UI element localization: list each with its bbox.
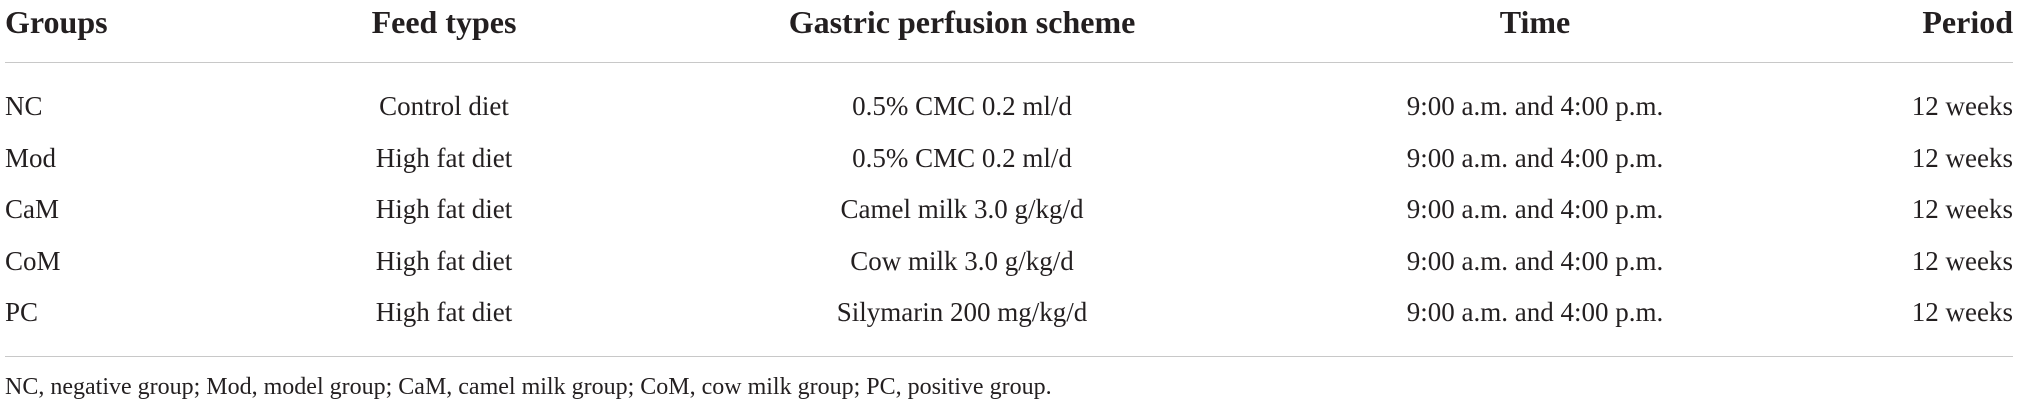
cell-group: NC	[5, 91, 43, 121]
cell-group: PC	[5, 297, 39, 327]
table-row: CaM High fat diet Camel milk 3.0 g/kg/d …	[0, 191, 2019, 243]
cell-period: 12 weeks	[1911, 297, 2013, 327]
cell-feed-type: High fat diet	[375, 142, 513, 173]
cell-period: 12 weeks	[1911, 194, 2013, 224]
cell-time: 9:00 a.m. and 4:00 p.m.	[1406, 142, 1664, 173]
cell-scheme: 0.5% CMC 0.2 ml/d	[852, 142, 1072, 173]
cell-feed-type: Control diet	[379, 91, 509, 121]
cell-scheme: Silymarin 200 mg/kg/d	[836, 297, 1088, 327]
table-row: Mod High fat diet 0.5% CMC 0.2 ml/d 9:00…	[0, 140, 2019, 192]
cell-time: 9:00 a.m. and 4:00 p.m.	[1406, 297, 1664, 327]
table-row: NC Control diet 0.5% CMC 0.2 ml/d 9:00 a…	[0, 88, 2019, 140]
header-gastric-perfusion-scheme: Gastric perfusion scheme	[788, 4, 1136, 40]
footer-divider	[5, 356, 2013, 357]
header-period: Period	[1922, 4, 2013, 40]
table-footnote: NC, negative group; Mod, model group; Ca…	[5, 374, 1052, 400]
cell-scheme: Cow milk 3.0 g/kg/d	[850, 245, 1074, 276]
table-body: NC Control diet 0.5% CMC 0.2 ml/d 9:00 a…	[0, 88, 2019, 346]
cell-time: 9:00 a.m. and 4:00 p.m.	[1406, 91, 1664, 121]
cell-group: CoM	[5, 245, 61, 276]
cell-feed-type: High fat diet	[375, 245, 513, 276]
header-groups: Groups	[5, 4, 108, 40]
table-row: PC High fat diet Silymarin 200 mg/kg/d 9…	[0, 294, 2019, 346]
cell-group: CaM	[5, 194, 59, 224]
table-header-row: Groups Feed types Gastric perfusion sche…	[0, 0, 2019, 62]
header-feed-types: Feed types	[371, 4, 517, 40]
cell-period: 12 weeks	[1911, 142, 2013, 173]
header-divider	[5, 62, 2013, 63]
cell-scheme: 0.5% CMC 0.2 ml/d	[852, 91, 1072, 121]
cell-time: 9:00 a.m. and 4:00 p.m.	[1406, 194, 1664, 224]
cell-scheme: Camel milk 3.0 g/kg/d	[840, 194, 1084, 224]
header-time: Time	[1499, 4, 1571, 40]
table-row: CoM High fat diet Cow milk 3.0 g/kg/d 9:…	[0, 243, 2019, 295]
cell-period: 12 weeks	[1911, 245, 2013, 276]
cell-feed-type: High fat diet	[375, 194, 513, 224]
cell-group: Mod	[5, 142, 57, 173]
cell-time: 9:00 a.m. and 4:00 p.m.	[1406, 245, 1664, 276]
cell-feed-type: High fat diet	[375, 297, 513, 327]
cell-period: 12 weeks	[1911, 91, 2013, 121]
